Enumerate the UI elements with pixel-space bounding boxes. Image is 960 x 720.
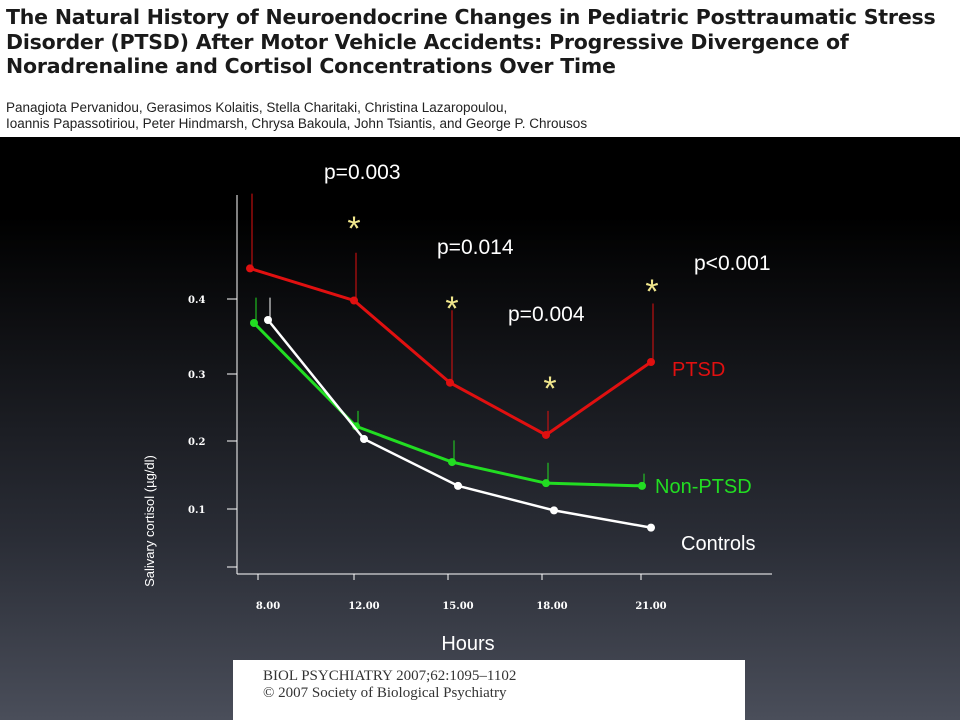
non-ptsd-data-point — [250, 319, 258, 327]
controls-data-point — [360, 434, 368, 443]
controls-series-label: Controls — [681, 533, 755, 555]
x-axis-label: Hours — [441, 633, 494, 655]
non-ptsd-series-line — [252, 321, 643, 488]
y-tick-label: 0.1 — [188, 505, 205, 516]
ptsd-series-label: PTSD — [672, 359, 725, 381]
paper-authors: Panagiota Pervanidou, Gerasimos Kolaitis… — [6, 100, 951, 132]
cortisol-chart: 0.4 0.3 0.2 0.1 8.00 12.00 15.00 18.00 21.00 Hour… — [142, 161, 772, 655]
x-tick-label: 15.00 — [442, 601, 473, 612]
authors-line-2: Ioannis Papassotiriou, Peter Hindmarsh, … — [6, 116, 588, 131]
non-ptsd-data-point — [638, 481, 646, 490]
citation-line-2: © 2007 Society of Biological Psychiatry — [263, 685, 507, 701]
non-ptsd-data-point — [542, 479, 550, 488]
controls-data-point — [647, 523, 655, 532]
significance-star: * — [445, 290, 458, 328]
ptsd-data-point — [542, 430, 550, 439]
significance-star: * — [543, 370, 556, 408]
ptsd-data-point — [647, 358, 655, 366]
controls-series-line — [267, 319, 652, 529]
non-ptsd-data-point — [448, 458, 456, 467]
significance-star: * — [645, 273, 658, 311]
y-axis-label: Salivary cortisol (µg/dl) — [142, 455, 157, 587]
y-tick-label: 0.4 — [188, 295, 205, 306]
paper-header: The Natural History of Neuroendocrine Ch… — [0, 0, 960, 137]
x-tick-label: 21.00 — [635, 601, 666, 612]
authors-line-1: Panagiota Pervanidou, Gerasimos Kolaitis… — [6, 100, 508, 115]
ptsd-data-point — [446, 378, 454, 387]
p-value-label: p=0.004 — [508, 303, 585, 326]
p-value-label: p=0.003 — [324, 161, 401, 184]
x-tick-label: 8.00 — [256, 601, 280, 612]
controls-data-point — [550, 506, 558, 515]
ptsd-data-point — [350, 296, 358, 305]
x-tick-label: 12.00 — [348, 601, 379, 612]
x-tick-label: 18.00 — [536, 601, 567, 612]
y-tick-label: 0.3 — [188, 370, 205, 381]
paper-title: The Natural History of Neuroendocrine Ch… — [6, 5, 936, 78]
p-value-label: p=0.014 — [437, 236, 514, 259]
ptsd-data-point — [246, 264, 254, 273]
citation-box: BIOL PSYCHIATRY 2007;62:1095–1102 © 2007… — [233, 660, 745, 720]
y-tick-label: 0.2 — [188, 437, 205, 448]
controls-data-point — [264, 316, 272, 324]
non-ptsd-series-label: Non-PTSD — [655, 476, 752, 498]
citation-line-1: BIOL PSYCHIATRY 2007;62:1095–1102 — [263, 668, 517, 684]
significance-star: * — [347, 210, 360, 248]
p-value-label: p<0.001 — [694, 252, 771, 275]
citation-text: BIOL PSYCHIATRY 2007;62:1095–1102 © 2007… — [263, 668, 516, 702]
controls-data-point — [454, 481, 462, 490]
